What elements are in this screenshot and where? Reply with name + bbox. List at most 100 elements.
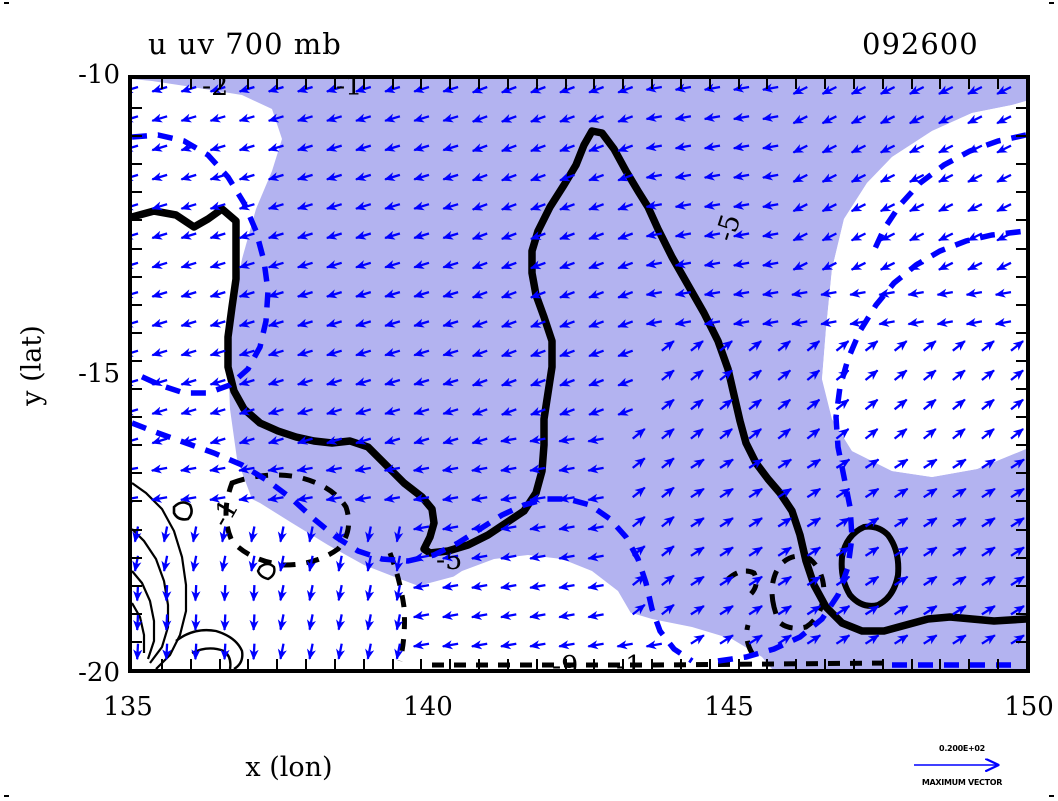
- wind-vector: [748, 517, 763, 528]
- wind-vector: [907, 317, 924, 327]
- wind-vector: [500, 640, 517, 650]
- wind-vector: [209, 318, 226, 328]
- wind-vector: [336, 526, 346, 543]
- wind-vector: [674, 317, 692, 327]
- wind-vector: [690, 575, 705, 587]
- wind-vector: [529, 552, 546, 562]
- frame-tick: [449, 659, 452, 669]
- wind-vector: [413, 142, 430, 152]
- wind-vector: [893, 517, 909, 528]
- wind-vector: [748, 458, 763, 469]
- wind-vector: [981, 398, 995, 411]
- wind-vector: [559, 289, 575, 299]
- wind-vector: [384, 142, 401, 152]
- frame-tick: [708, 659, 711, 669]
- wind-vector: [996, 114, 1012, 125]
- frame-tick: [132, 556, 142, 559]
- wind-vector: [878, 317, 895, 327]
- frame-tick: [651, 659, 654, 669]
- wind-vector: [209, 230, 226, 240]
- wind-vector: [936, 317, 953, 327]
- wind-vector: [761, 288, 779, 298]
- wind-vector: [179, 493, 197, 503]
- wind-vector-field: [132, 83, 1025, 661]
- frame-tick: [795, 659, 798, 669]
- wind-vector: [470, 552, 488, 562]
- wind-vector: [132, 435, 139, 445]
- wind-vector: [849, 317, 866, 327]
- contour-zero-main: [132, 127, 1026, 635]
- wind-vector: [703, 200, 721, 210]
- wind-vector: [996, 202, 1012, 213]
- wind-vector: [412, 464, 430, 474]
- wind-vector: [442, 435, 459, 445]
- wind-vector: [703, 171, 721, 181]
- wind-vector: [806, 634, 822, 645]
- wind-vector: [748, 575, 763, 587]
- frame-tick: [132, 388, 142, 391]
- frame-tick: [1016, 640, 1026, 643]
- wind-vector: [471, 377, 488, 387]
- wind-vector: [209, 84, 226, 94]
- wind-vector: [413, 260, 430, 269]
- wind-vector: [530, 172, 546, 182]
- frame-tick: [766, 79, 769, 89]
- frame-tick: [132, 303, 142, 306]
- frame-tick: [795, 79, 798, 89]
- contour-label-top-b: -1: [336, 79, 362, 102]
- wind-vector: [336, 614, 346, 631]
- wind-vector: [588, 319, 605, 328]
- wind-vector: [296, 347, 313, 357]
- wind-vector: [923, 605, 938, 616]
- wind-vector: [777, 458, 792, 469]
- wind-vector: [355, 84, 372, 94]
- wind-vector: [908, 202, 925, 213]
- wind-vector: [674, 200, 692, 210]
- frame-tick: [852, 79, 855, 89]
- wind-vector: [835, 546, 851, 557]
- x-tick-label-2: 145: [704, 692, 754, 722]
- wind-vector: [296, 201, 313, 211]
- wind-vector: [530, 201, 546, 211]
- wind-vector: [151, 84, 168, 94]
- wind-vector: [850, 261, 867, 271]
- wind-vector: [267, 464, 284, 474]
- wind-vector: [209, 377, 226, 387]
- wind-vector: [1010, 575, 1025, 587]
- wind-vector: [238, 318, 255, 328]
- wind-vector: [471, 289, 488, 299]
- frame-tick: [968, 79, 971, 89]
- wind-vector: [151, 435, 168, 445]
- wind-vector: [296, 289, 313, 299]
- wind-vector: [661, 574, 675, 587]
- wind-vector: [631, 515, 646, 528]
- wind-vector: [132, 113, 139, 123]
- wind-vector: [864, 575, 880, 587]
- wind-vector: [617, 289, 634, 299]
- wind-vector: [864, 428, 879, 440]
- wind-vector: [967, 85, 983, 95]
- wind-vector: [1010, 605, 1025, 616]
- page-corner-tick-tr: [1049, 2, 1054, 4]
- wind-vector: [355, 230, 372, 240]
- wind-vector: [471, 143, 488, 153]
- white-pocket-right: [822, 101, 1026, 477]
- wind-vector: [384, 435, 401, 445]
- contour-closed-positive-east: [838, 523, 902, 609]
- frame-tick: [132, 331, 142, 334]
- wind-vector: [719, 487, 734, 499]
- wind-vector: [151, 377, 168, 387]
- wind-vector: [1010, 634, 1025, 645]
- wind-vector: [471, 201, 488, 211]
- wind-vector: [864, 546, 880, 557]
- wind-vector: [587, 552, 604, 562]
- wind-vector: [850, 85, 867, 95]
- wind-vector: [355, 406, 372, 416]
- wind-vector: [748, 634, 763, 645]
- wind-vector: [732, 112, 750, 122]
- frame-tick: [506, 79, 509, 89]
- wind-vector: [703, 83, 721, 93]
- wind-vector: [471, 260, 488, 270]
- contour-plot-area[interactable]: -5 -5 -9 -1 -2 -1 -1: [128, 75, 1030, 673]
- wind-vector: [442, 84, 459, 94]
